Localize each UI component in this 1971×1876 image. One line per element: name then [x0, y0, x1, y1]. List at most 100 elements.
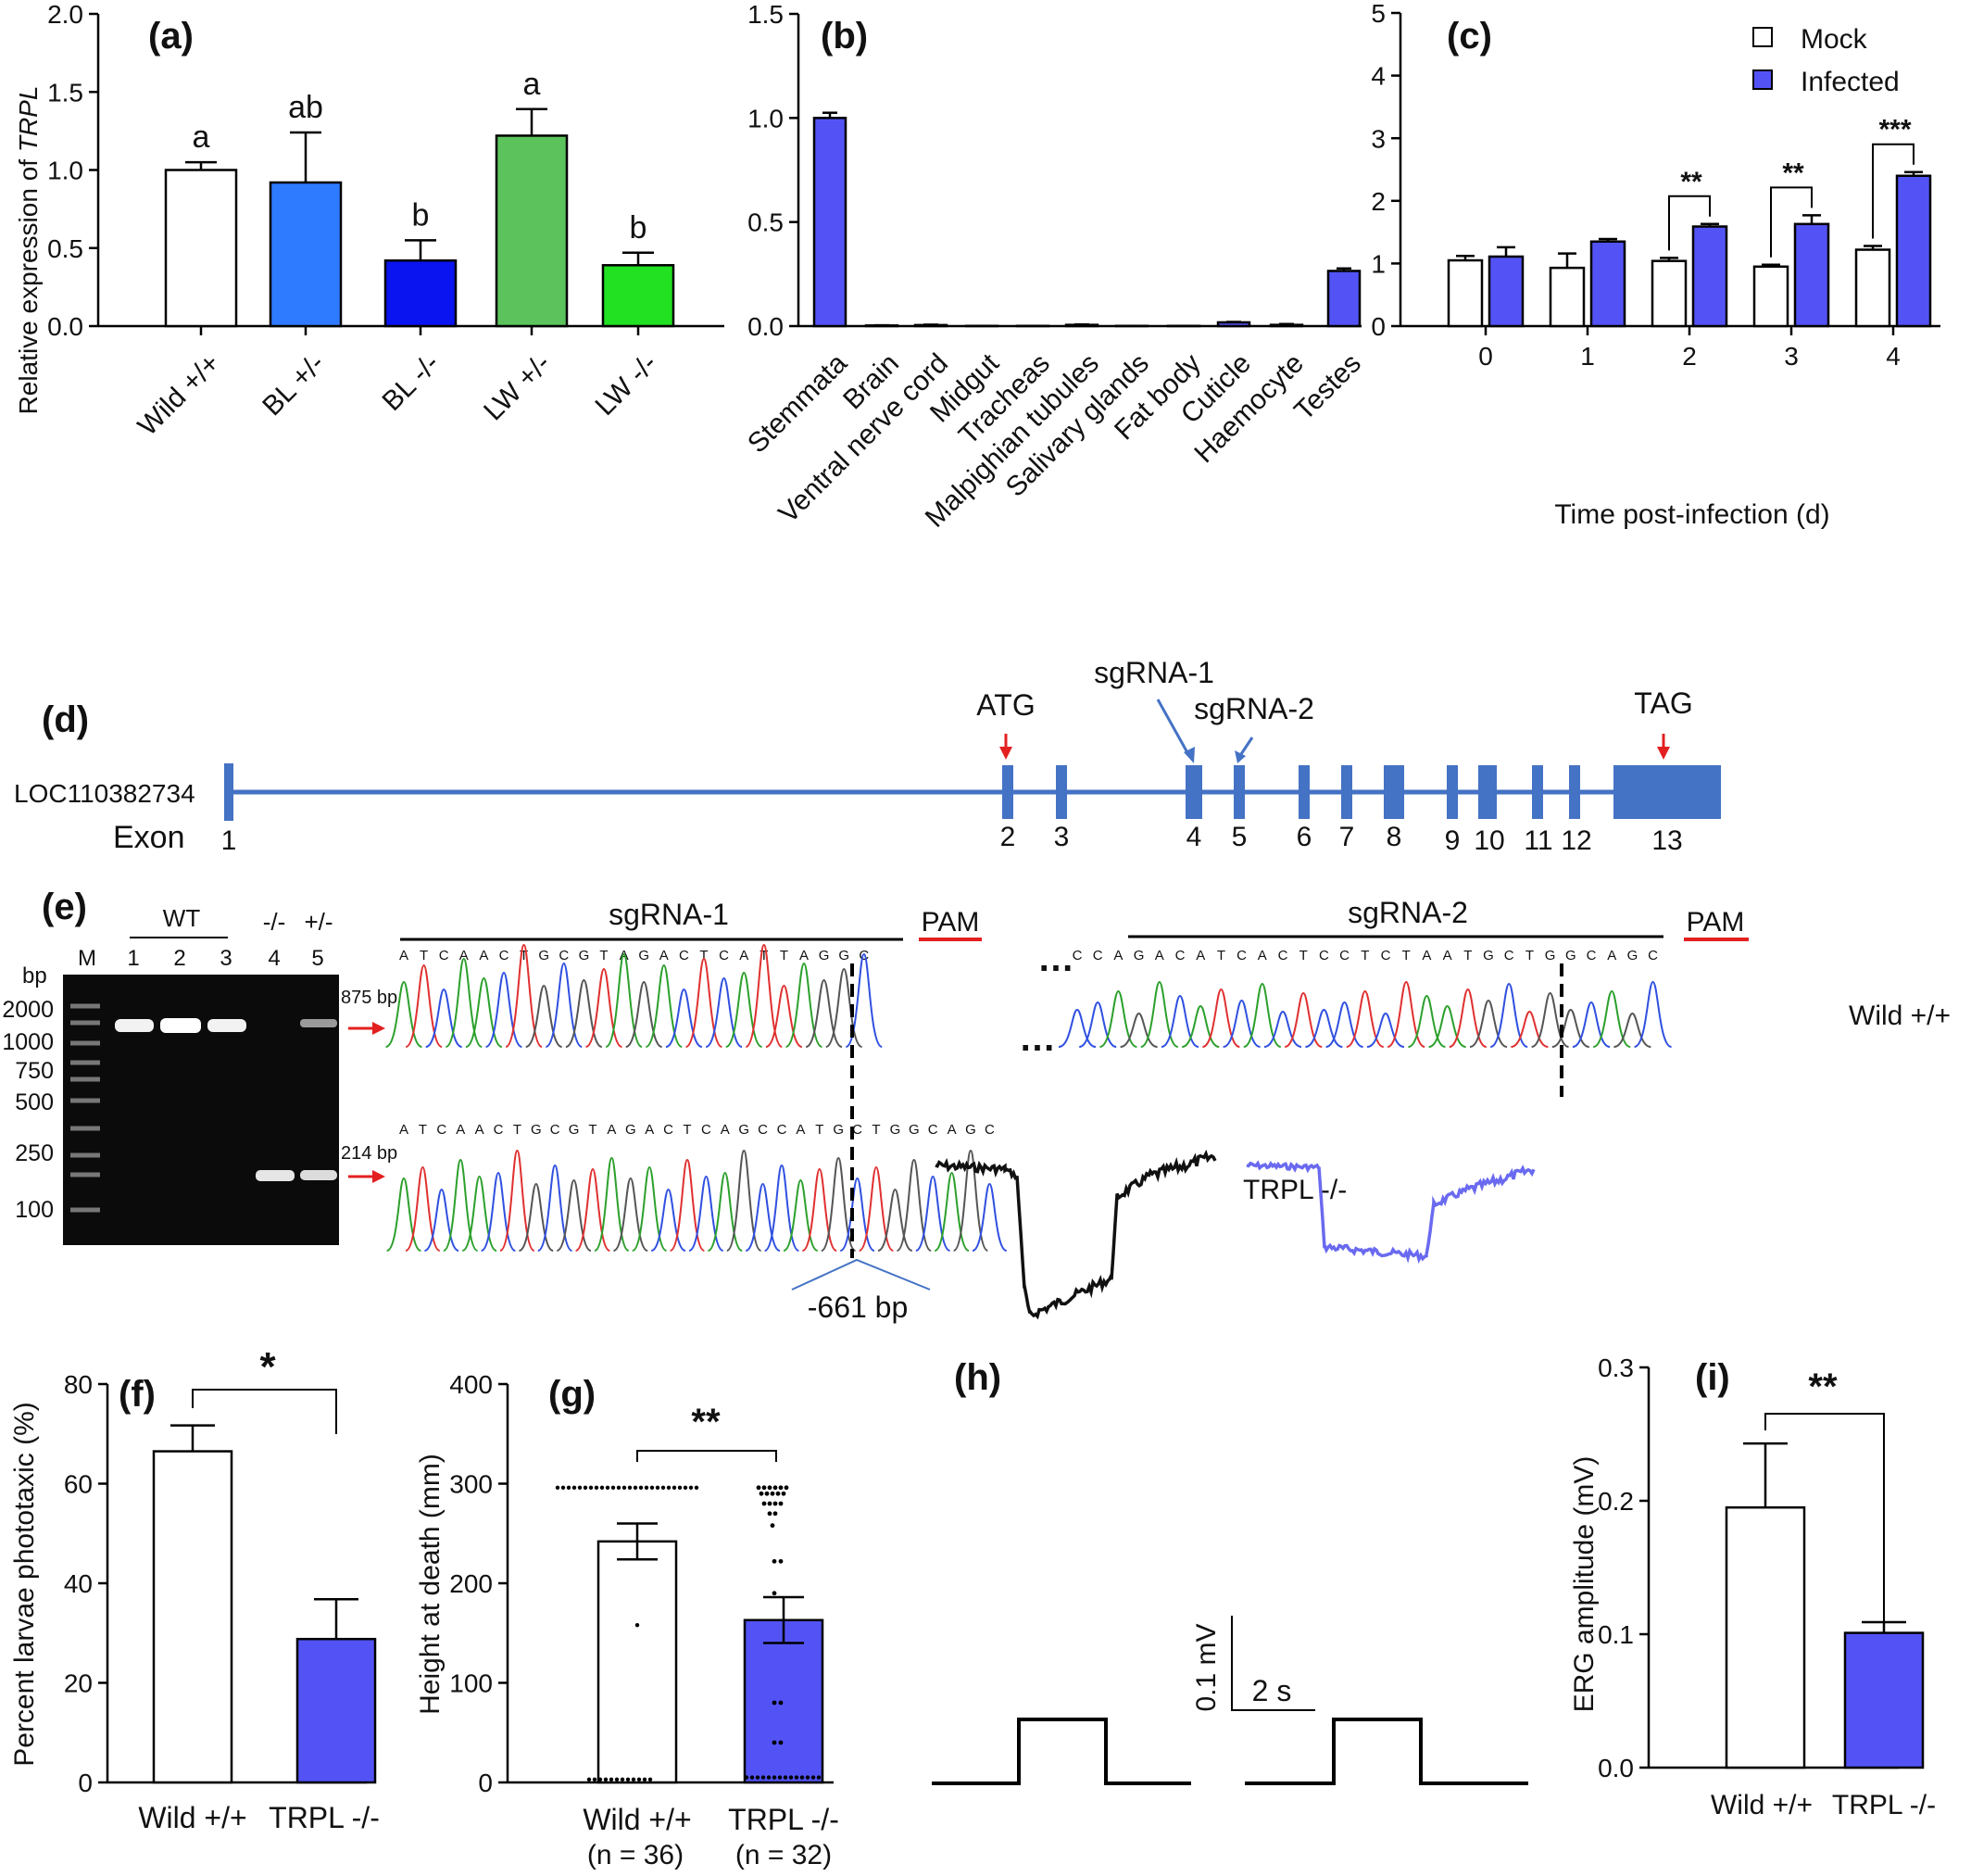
panel-g-point-trpl — [778, 1558, 784, 1564]
panel-g-point-wild — [592, 1777, 597, 1782]
scale-voltage-label: 0.1 mV — [1191, 1623, 1222, 1711]
gel-ladder-bands — [70, 1003, 100, 1213]
sequence-base: T — [699, 948, 708, 963]
panel-b-bar — [1216, 321, 1251, 328]
gel-lane-3: 3 — [220, 946, 232, 971]
chromatogram-peak — [1140, 980, 1179, 1048]
panel-b-bar — [1269, 323, 1304, 328]
panel-b-bar — [1326, 270, 1362, 328]
panel-c-infected-bar — [1589, 240, 1626, 328]
chrom-sgrna1-label: sgRNA-1 — [609, 898, 729, 931]
panel-i-xtick-label: Wild +/+ — [1711, 1790, 1813, 1820]
panel-g-point-trpl — [744, 1775, 749, 1780]
panel-f-bar — [295, 1637, 377, 1784]
panel-b-xtick-label: Stemmata — [742, 347, 853, 459]
exon-4 — [1186, 765, 1202, 819]
panel-g-bar — [743, 1618, 824, 1784]
sequence-base: T — [1525, 948, 1534, 963]
gel-lane-4: 4 — [268, 946, 280, 971]
sequence-base: A — [399, 1122, 408, 1138]
exon-10 — [1478, 765, 1497, 819]
panel-c-sig-stars: *** — [1878, 115, 1911, 145]
ladder-250: 250 — [15, 1140, 54, 1166]
panel-h: (h) 0.1 mV 2 s — [932, 1149, 1536, 1785]
panel-g-point-wild — [636, 1777, 642, 1782]
panel-g-point-trpl — [794, 1775, 799, 1780]
chromatogram-peak — [685, 957, 722, 1048]
sequence-base: G — [838, 948, 849, 963]
sequence-base: T — [520, 948, 528, 963]
exon-number-11: 11 — [1524, 825, 1552, 856]
panel-g-point-trpl — [810, 1775, 816, 1780]
panel-a-ylabel-gene: TRPL — [14, 86, 43, 153]
panel-a-bar — [269, 181, 343, 328]
panel-b-xtick-label: Testes — [1288, 348, 1367, 427]
panel-g-ytick-label: 100 — [449, 1669, 493, 1698]
panel-g-point-wild — [625, 1777, 631, 1782]
chromatogram-peak — [845, 952, 883, 1048]
panel-a-significance: b — [630, 210, 647, 246]
sequence-base: G — [1483, 948, 1494, 963]
sequence-base: T — [760, 948, 768, 963]
sequence-base: C — [1278, 948, 1288, 963]
sequence-base: C — [499, 948, 509, 963]
chrom-wild-label: Wild +/+ — [1849, 1001, 1951, 1031]
sequence-base: A — [1443, 948, 1452, 963]
panel-g-point-wild — [609, 1777, 614, 1782]
exon-number-12: 12 — [1561, 825, 1591, 856]
panel-g-point-trpl — [767, 1511, 772, 1517]
panel-g-n-wild: (n = 36) — [587, 1840, 684, 1870]
sequence-base: G — [1627, 948, 1638, 963]
exon-number-6: 6 — [1297, 822, 1312, 852]
panel-c-xlabel: Time post-infection (d) — [1554, 499, 1829, 530]
panel-i-ytick-label: 0.0 — [1598, 1754, 1634, 1782]
panel-b-bar — [864, 324, 899, 328]
panel-g-point-trpl — [781, 1491, 786, 1496]
chromatogram-peak — [1531, 991, 1569, 1048]
panel-g-point-trpl — [761, 1485, 767, 1491]
panel-a-ylabel: Relative expression of TRPL — [14, 86, 43, 415]
chromatogram-peak — [1511, 1010, 1549, 1048]
panel-g-point-wild — [599, 1485, 605, 1491]
panel-g-point-wild — [605, 1485, 610, 1491]
panel-g-xtick-label: Wild +/+ — [583, 1803, 691, 1836]
panel-g-point-wild — [560, 1485, 566, 1491]
panel-g-xtick-label: TRPL -/- — [728, 1803, 839, 1836]
exon-number-7: 7 — [1339, 822, 1355, 852]
gel-lane-1: 1 — [127, 946, 139, 971]
sequence-base: G — [738, 1122, 749, 1138]
panel-g-point-trpl — [767, 1485, 772, 1491]
gel-group-hom: -/- — [263, 908, 286, 936]
sequence-base: T — [419, 1122, 427, 1138]
exon-8 — [1384, 765, 1404, 819]
exon-9 — [1447, 765, 1458, 819]
panel-a: (a) Relative expression of TRPL — [14, 16, 194, 414]
chromatogram-peak — [665, 988, 703, 1048]
sequence-base: G — [625, 1122, 636, 1138]
panel-e: (e) WT -/- +/- M 1 2 3 4 5 bp — [2, 887, 1951, 1324]
panel-g-bar — [596, 1540, 678, 1784]
panel-g-point-wild — [655, 1485, 660, 1491]
panel-c-xtick-label: 4 — [1886, 342, 1901, 371]
sequence-base: C — [550, 1122, 560, 1138]
sequence-base: C — [1648, 948, 1658, 963]
chromatogram-peak — [972, 1182, 1008, 1252]
sequence-base: T — [1299, 948, 1308, 963]
sequence-base: A — [620, 948, 629, 963]
sgrna2-label: sgRNA-2 — [1194, 692, 1314, 725]
exon-11 — [1532, 765, 1543, 819]
light-stimulus-wild — [932, 1718, 1191, 1785]
panel-c-xtick-label: 1 — [1580, 342, 1595, 371]
sequence-base: C — [663, 1122, 673, 1138]
exon-number-13: 13 — [1651, 825, 1682, 856]
panel-g-point-trpl — [772, 1511, 778, 1517]
chromatogram-peak — [764, 1164, 799, 1252]
chromatogram-peak — [405, 963, 443, 1048]
panel-f: (f) Percent larvae phototaxic (%) * — [9, 1344, 276, 1767]
panel-g-point-trpl — [770, 1523, 775, 1529]
panel-b-letter: (b) — [821, 16, 868, 57]
sequence-base: T — [683, 1122, 691, 1138]
panel-i-ytick-label: 0.2 — [1598, 1487, 1634, 1516]
chromatogram-peak — [1243, 982, 1282, 1048]
sequence-base: T — [872, 1122, 880, 1138]
